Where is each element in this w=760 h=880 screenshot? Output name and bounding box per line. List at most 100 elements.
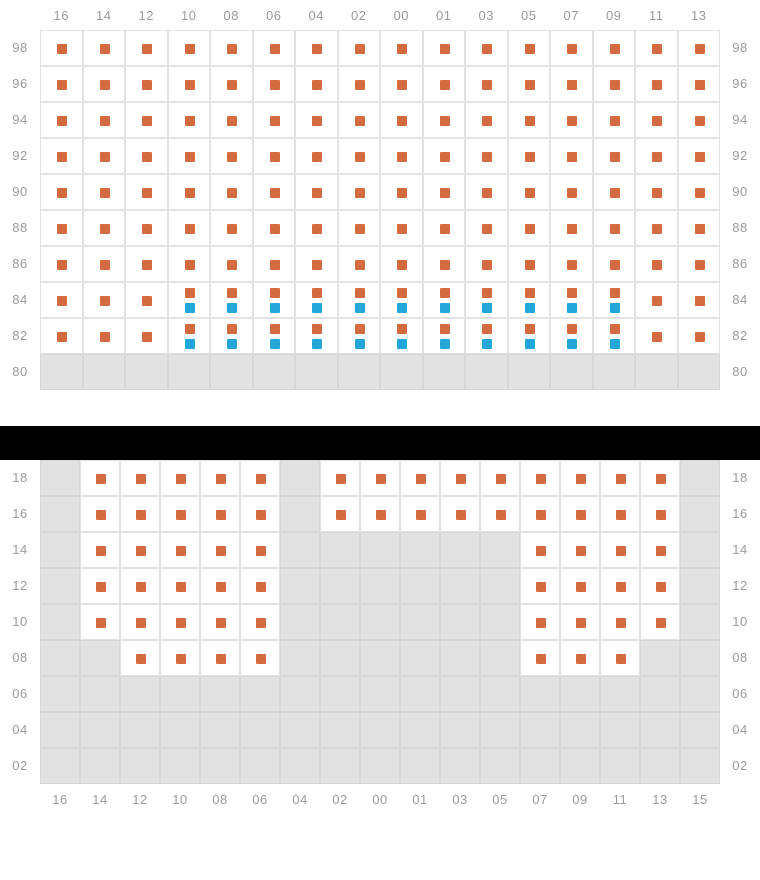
seat-cell[interactable] bbox=[465, 210, 508, 246]
seat-cell[interactable] bbox=[380, 210, 423, 246]
seat-cell[interactable] bbox=[465, 282, 508, 318]
seat-cell[interactable] bbox=[200, 460, 240, 496]
seat-cell[interactable] bbox=[508, 210, 551, 246]
seat-cell[interactable] bbox=[240, 532, 280, 568]
seat-cell[interactable] bbox=[360, 496, 400, 532]
seat-cell[interactable] bbox=[593, 102, 636, 138]
seat-cell[interactable] bbox=[83, 282, 126, 318]
seat-cell[interactable] bbox=[40, 210, 83, 246]
seat-cell[interactable] bbox=[80, 604, 120, 640]
seat-cell[interactable] bbox=[550, 66, 593, 102]
seat-cell[interactable] bbox=[635, 246, 678, 282]
seat-cell[interactable] bbox=[253, 210, 296, 246]
seat-cell[interactable] bbox=[465, 246, 508, 282]
seat-cell[interactable] bbox=[295, 138, 338, 174]
seat-cell[interactable] bbox=[210, 102, 253, 138]
seat-cell[interactable] bbox=[550, 210, 593, 246]
seat-cell[interactable] bbox=[423, 246, 466, 282]
seat-cell[interactable] bbox=[640, 568, 680, 604]
seat-cell[interactable] bbox=[508, 174, 551, 210]
seat-cell[interactable] bbox=[295, 66, 338, 102]
seat-cell[interactable] bbox=[635, 66, 678, 102]
seat-cell[interactable] bbox=[240, 604, 280, 640]
seat-cell[interactable] bbox=[508, 102, 551, 138]
seat-cell[interactable] bbox=[635, 210, 678, 246]
seat-cell[interactable] bbox=[560, 532, 600, 568]
seat-cell[interactable] bbox=[423, 30, 466, 66]
seat-cell[interactable] bbox=[380, 246, 423, 282]
seat-cell[interactable] bbox=[210, 210, 253, 246]
seat-cell[interactable] bbox=[380, 174, 423, 210]
seat-cell[interactable] bbox=[40, 174, 83, 210]
seat-cell[interactable] bbox=[550, 174, 593, 210]
seat-cell[interactable] bbox=[465, 30, 508, 66]
seat-cell[interactable] bbox=[168, 102, 211, 138]
seat-cell[interactable] bbox=[295, 246, 338, 282]
seat-cell[interactable] bbox=[338, 210, 381, 246]
seat-cell[interactable] bbox=[83, 210, 126, 246]
seat-cell[interactable] bbox=[550, 246, 593, 282]
seat-cell[interactable] bbox=[253, 102, 296, 138]
seat-cell[interactable] bbox=[635, 30, 678, 66]
seat-cell[interactable] bbox=[80, 496, 120, 532]
seat-cell[interactable] bbox=[678, 246, 721, 282]
seat-cell[interactable] bbox=[635, 138, 678, 174]
seat-cell[interactable] bbox=[520, 496, 560, 532]
seat-cell[interactable] bbox=[560, 568, 600, 604]
seat-cell[interactable] bbox=[423, 66, 466, 102]
seat-cell[interactable] bbox=[338, 318, 381, 354]
seat-cell[interactable] bbox=[125, 66, 168, 102]
seat-cell[interactable] bbox=[508, 282, 551, 318]
seat-cell[interactable] bbox=[600, 460, 640, 496]
seat-cell[interactable] bbox=[125, 138, 168, 174]
seat-cell[interactable] bbox=[520, 568, 560, 604]
seat-cell[interactable] bbox=[295, 102, 338, 138]
seat-cell[interactable] bbox=[125, 210, 168, 246]
seat-cell[interactable] bbox=[678, 282, 721, 318]
seat-cell[interactable] bbox=[200, 532, 240, 568]
seat-cell[interactable] bbox=[338, 30, 381, 66]
seat-cell[interactable] bbox=[635, 174, 678, 210]
seat-cell[interactable] bbox=[423, 138, 466, 174]
seat-cell[interactable] bbox=[120, 496, 160, 532]
seat-cell[interactable] bbox=[160, 532, 200, 568]
seat-cell[interactable] bbox=[168, 246, 211, 282]
seat-cell[interactable] bbox=[338, 102, 381, 138]
seat-cell[interactable] bbox=[635, 102, 678, 138]
seat-cell[interactable] bbox=[635, 282, 678, 318]
seat-cell[interactable] bbox=[125, 174, 168, 210]
seat-cell[interactable] bbox=[678, 318, 721, 354]
seat-cell[interactable] bbox=[253, 318, 296, 354]
seat-cell[interactable] bbox=[423, 282, 466, 318]
seat-cell[interactable] bbox=[400, 496, 440, 532]
seat-cell[interactable] bbox=[80, 532, 120, 568]
seat-cell[interactable] bbox=[600, 568, 640, 604]
seat-cell[interactable] bbox=[593, 282, 636, 318]
seat-cell[interactable] bbox=[550, 102, 593, 138]
seat-cell[interactable] bbox=[253, 174, 296, 210]
seat-cell[interactable] bbox=[593, 138, 636, 174]
seat-cell[interactable] bbox=[550, 30, 593, 66]
seat-cell[interactable] bbox=[678, 30, 721, 66]
seat-cell[interactable] bbox=[508, 138, 551, 174]
seat-cell[interactable] bbox=[423, 102, 466, 138]
seat-cell[interactable] bbox=[508, 66, 551, 102]
seat-cell[interactable] bbox=[168, 138, 211, 174]
seat-cell[interactable] bbox=[465, 66, 508, 102]
seat-cell[interactable] bbox=[640, 604, 680, 640]
seat-cell[interactable] bbox=[83, 138, 126, 174]
seat-cell[interactable] bbox=[83, 102, 126, 138]
seat-cell[interactable] bbox=[120, 640, 160, 676]
seat-cell[interactable] bbox=[593, 210, 636, 246]
seat-cell[interactable] bbox=[125, 30, 168, 66]
seat-cell[interactable] bbox=[295, 282, 338, 318]
seat-cell[interactable] bbox=[560, 496, 600, 532]
seat-cell[interactable] bbox=[678, 174, 721, 210]
seat-cell[interactable] bbox=[160, 496, 200, 532]
seat-cell[interactable] bbox=[593, 66, 636, 102]
seat-cell[interactable] bbox=[160, 640, 200, 676]
seat-cell[interactable] bbox=[465, 318, 508, 354]
seat-cell[interactable] bbox=[678, 66, 721, 102]
seat-cell[interactable] bbox=[600, 604, 640, 640]
seat-cell[interactable] bbox=[253, 138, 296, 174]
